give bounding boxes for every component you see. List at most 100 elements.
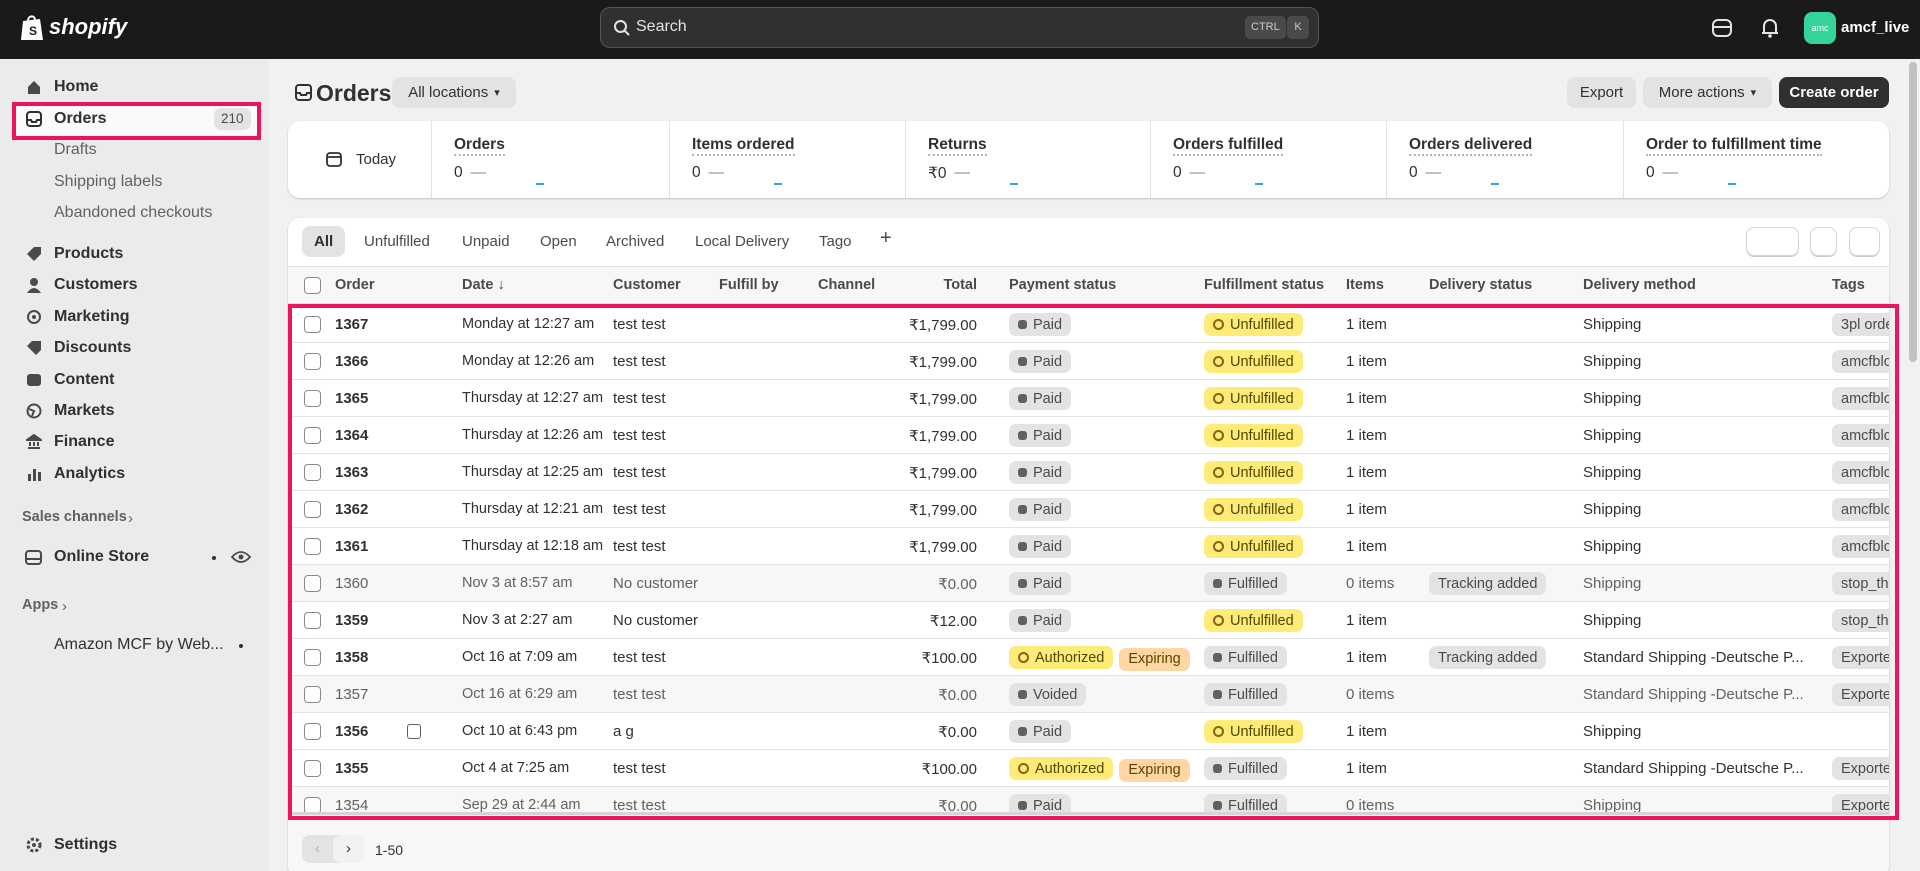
order-row[interactable]: 1366 Monday at 12:26 am test test ₹1,799.00…	[288, 343, 1889, 380]
toolbar-button[interactable]	[1849, 227, 1880, 256]
nav-item[interactable]: Settings	[54, 836, 118, 853]
checkbox[interactable]	[304, 427, 321, 444]
nav-item[interactable]: Home	[54, 78, 99, 95]
checkbox[interactable]	[304, 686, 321, 703]
column-header[interactable]: Customer	[613, 277, 681, 293]
toolbar-button[interactable]	[1810, 227, 1837, 256]
column-header[interactable]: Total	[943, 277, 977, 293]
tab[interactable]: Archived	[606, 233, 665, 250]
metric-label[interactable]: Items ordered	[692, 136, 795, 156]
more-actions-button[interactable]: More actions ▾	[1643, 77, 1772, 108]
calendar-icon	[326, 152, 342, 167]
badge-label: Paid	[1033, 464, 1063, 481]
column-header[interactable]: Fulfillment status	[1204, 277, 1324, 293]
nav-item[interactable]: Amazon MCF by Web...	[54, 636, 224, 653]
nav-item[interactable]: Drafts	[54, 141, 97, 158]
nav-item[interactable]: Markets	[54, 402, 115, 419]
sparkline	[536, 183, 544, 185]
checkbox[interactable]	[304, 612, 321, 629]
order-row[interactable]: 1361 Thursday at 12:18 am test test ₹1,799.…	[288, 528, 1889, 565]
order-row[interactable]: 1367 Monday at 12:27 am test test ₹1,799.00…	[288, 306, 1889, 343]
next-page[interactable]: ›	[333, 835, 364, 863]
section-label[interactable]: Apps	[22, 597, 59, 613]
sparkline	[1728, 183, 1736, 185]
store-name[interactable]: amcf_live	[1841, 19, 1910, 36]
nav-item[interactable]: Analytics	[54, 465, 126, 482]
create-order-button[interactable]: Create order	[1779, 77, 1889, 108]
column-header[interactable]: Fulfill by	[719, 277, 779, 293]
column-header[interactable]: Order	[335, 277, 375, 293]
checkbox[interactable]	[304, 797, 321, 812]
search-box[interactable]: Search CTRL K	[600, 7, 1319, 48]
tab[interactable]: Open	[540, 233, 577, 250]
nav-item[interactable]: Marketing	[54, 308, 130, 325]
tab[interactable]: All	[302, 226, 346, 257]
checkbox[interactable]	[304, 353, 321, 370]
badge-ring	[1213, 319, 1224, 330]
column-header[interactable]: Delivery method	[1583, 277, 1696, 293]
settings-icon	[26, 837, 42, 853]
logo[interactable]: shopify	[49, 14, 128, 39]
tab[interactable]: Unpaid	[462, 233, 510, 250]
order-row[interactable]: 1358 Oct 16 at 7:09 am test test ₹100.00 Aut…	[288, 639, 1889, 676]
order-row[interactable]: 1362 Thursday at 12:21 am test test ₹1,799.…	[288, 491, 1889, 528]
column-header[interactable]: Delivery status	[1429, 277, 1532, 293]
order-row[interactable]: 1355 Oct 4 at 7:25 am test test ₹100.00 Auth…	[288, 750, 1889, 787]
order-row[interactable]: 1354 Sep 29 at 2:44 am test test ₹0.00 Paid F…	[288, 787, 1889, 812]
order-row[interactable]: 1356 Oct 10 at 6:43 pm a g ₹0.00 Paid Unfulfi…	[288, 713, 1889, 750]
column-header[interactable]: Payment status	[1009, 277, 1116, 293]
tab[interactable]: Unfulfilled	[364, 233, 430, 250]
tab[interactable]: Tago	[819, 233, 852, 250]
checkbox[interactable]	[304, 501, 321, 518]
payment-badge: Expiring	[1119, 647, 1190, 671]
order-row[interactable]: 1357 Oct 16 at 6:29 am test test ₹0.00 Voide…	[288, 676, 1889, 713]
tab[interactable]: Local Delivery	[695, 233, 790, 250]
checkbox[interactable]	[304, 723, 321, 740]
metric-label[interactable]: Orders	[454, 136, 505, 156]
nav-item[interactable]: Online Store	[54, 548, 150, 565]
export-button[interactable]: Export	[1567, 77, 1636, 108]
date-range[interactable]: Today	[356, 151, 397, 168]
checkbox[interactable]	[304, 277, 321, 294]
bell-icon[interactable]	[1759, 17, 1781, 39]
section-label[interactable]: Sales channels	[22, 509, 127, 525]
nav-item[interactable]: Orders	[54, 110, 107, 127]
metric-label[interactable]: Orders fulfilled	[1173, 136, 1284, 156]
checkbox[interactable]	[304, 760, 321, 777]
nav-item[interactable]: Finance	[54, 433, 115, 450]
nav-item[interactable]: Discounts	[54, 339, 132, 356]
location-select[interactable]: All locations ▾	[392, 77, 516, 108]
order-row[interactable]: 1365 Thursday at 12:27 am test test ₹1,799.…	[288, 380, 1889, 417]
column-header[interactable]: Date ↓	[462, 277, 505, 293]
sidekick-icon[interactable]	[1711, 17, 1733, 39]
nav-item[interactable]: Customers	[54, 276, 138, 293]
metric-label[interactable]: Returns	[928, 136, 987, 156]
scrollbar[interactable]	[1909, 62, 1917, 362]
checkbox[interactable]	[304, 390, 321, 407]
avatar[interactable]: amc	[1804, 12, 1836, 44]
eye-icon[interactable]	[231, 549, 251, 565]
checkbox[interactable]	[304, 575, 321, 592]
column-header[interactable]: Tags	[1832, 277, 1865, 293]
order-row[interactable]: 1363 Thursday at 12:25 am test test ₹1,799.…	[288, 454, 1889, 491]
add-tab[interactable]: +	[880, 227, 892, 249]
nav-item[interactable]: Products	[54, 245, 124, 262]
nav-item[interactable]: Shipping labels	[54, 173, 163, 190]
checkbox[interactable]	[304, 649, 321, 666]
column-header[interactable]: Items	[1346, 277, 1384, 293]
checkbox[interactable]	[304, 464, 321, 481]
order-row[interactable]: 1359 Nov 3 at 2:27 am No customer ₹12.00 Pai…	[288, 602, 1889, 639]
metric-label[interactable]: Order to fulfillment time	[1646, 136, 1822, 156]
metric-label[interactable]: Orders delivered	[1409, 136, 1533, 156]
order-row[interactable]: 1360 Nov 3 at 8:57 am No customer ₹0.00 Paid…	[288, 565, 1889, 602]
order-row[interactable]: 1364 Thursday at 12:26 am test test ₹1,799.…	[288, 417, 1889, 454]
metric-value-row: 0—	[1173, 164, 1205, 182]
prev-page[interactable]: ‹	[315, 840, 320, 857]
nav-item[interactable]: Content	[54, 371, 115, 388]
toolbar-button[interactable]	[1746, 227, 1799, 256]
checkbox[interactable]	[304, 316, 321, 333]
nav-item[interactable]: Abandoned checkouts	[54, 204, 213, 221]
checkbox[interactable]	[304, 538, 321, 555]
column-header[interactable]: Channel	[818, 277, 875, 293]
column-label: Delivery method	[1583, 277, 1696, 293]
